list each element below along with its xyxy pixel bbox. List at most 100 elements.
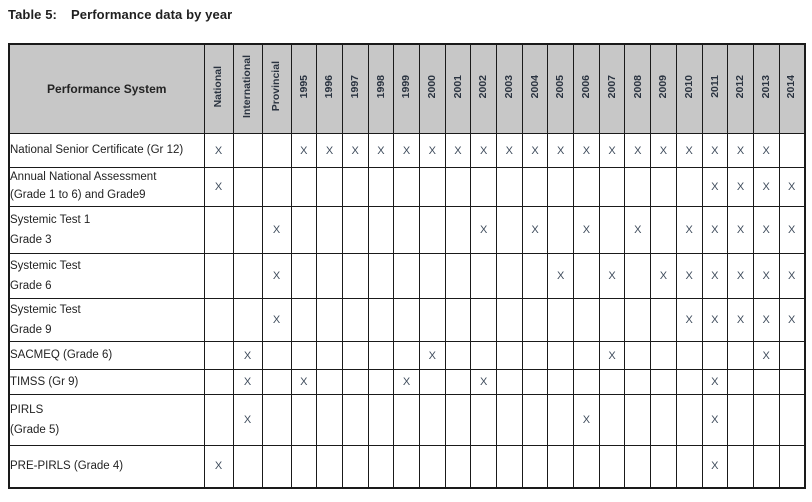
table-title-text: Performance data by year (70, 7, 233, 22)
empty-cell-2002 (470, 341, 497, 370)
row-label: SACMEQ (Grade 6) (8, 341, 205, 370)
empty-cell-2007 (598, 394, 626, 446)
empty-cell-2008 (624, 445, 652, 488)
mark-cell-2002: X (470, 206, 497, 254)
empty-cell-1995 (290, 445, 318, 488)
mark-cell-2007: X (598, 341, 626, 370)
mark-cell-2011: X (701, 298, 729, 342)
empty-cell-2001 (444, 298, 472, 342)
empty-cell-national (203, 253, 234, 299)
mark-cell-2002: X (470, 369, 497, 395)
mark-cell-2012: X (727, 298, 754, 342)
mark-cell-1998: X (367, 133, 395, 168)
mark-cell-2005: X (547, 253, 575, 299)
rotated-header-label: 1995 (297, 74, 310, 99)
table-body: National Senior Certificate (Gr 12) X X X X X… (8, 133, 806, 488)
mark-cell-2013: X (752, 298, 780, 342)
mark-cell-provincial: X (261, 253, 292, 299)
year-header-1998: 1998 (367, 43, 395, 134)
rotated-header-label: 2008 (631, 74, 644, 99)
empty-cell-2001 (444, 206, 472, 254)
row-label: Systemic Test Grade 6 (8, 253, 205, 299)
year-header-2007: 2007 (598, 43, 626, 134)
empty-cell-2004 (521, 253, 549, 299)
empty-cell-national (203, 298, 234, 342)
empty-cell-2014 (778, 445, 806, 488)
empty-cell-2003 (496, 394, 523, 446)
empty-cell-1999 (393, 167, 420, 207)
empty-cell-2010 (675, 445, 703, 488)
empty-cell-2006 (573, 341, 600, 370)
mark-cell-international: X (232, 341, 263, 370)
empty-cell-2005 (547, 445, 575, 488)
empty-cell-2008 (624, 253, 652, 299)
year-header-1995: 1995 (290, 43, 318, 134)
empty-cell-1999 (393, 394, 420, 446)
empty-cell-2005 (547, 394, 575, 446)
mark-cell-national: X (203, 133, 234, 168)
mark-cell-1997: X (341, 133, 369, 168)
mark-cell-national: X (203, 445, 234, 488)
mark-cell-2006: X (573, 394, 600, 446)
empty-cell-2012 (727, 445, 754, 488)
rotated-header-label: 2000 (426, 74, 439, 99)
empty-cell-2007 (598, 167, 626, 207)
empty-cell-2014 (778, 341, 806, 370)
year-header-2014: 2014 (778, 43, 806, 134)
rotated-header-label: 2014 (785, 74, 798, 99)
empty-cell-2009 (650, 341, 677, 370)
mark-cell-2000: X (418, 341, 446, 370)
empty-cell-2000 (418, 394, 446, 446)
table-title-prefix: Table 5: (8, 7, 57, 22)
empty-cell-provincial (261, 394, 292, 446)
empty-cell-international (232, 167, 263, 207)
mark-cell-2013: X (752, 341, 780, 370)
row-label: PIRLS (Grade 5) (8, 394, 205, 446)
empty-cell-2003 (496, 206, 523, 254)
empty-cell-international (232, 206, 263, 254)
empty-cell-1998 (367, 341, 395, 370)
empty-cell-2013 (752, 445, 780, 488)
empty-cell-1997 (341, 206, 369, 254)
row-label: Systemic Test Grade 9 (8, 298, 205, 342)
empty-cell-national (203, 206, 234, 254)
table-row: National Senior Certificate (Gr 12) X X X X X… (8, 133, 806, 168)
empty-cell-2009 (650, 167, 677, 207)
mark-cell-2014: X (778, 298, 806, 342)
empty-cell-2005 (547, 341, 575, 370)
empty-cell-2009 (650, 445, 677, 488)
mark-cell-2000: X (418, 133, 446, 168)
empty-cell-2004 (521, 167, 549, 207)
rotated-header-label: 2013 (759, 74, 772, 99)
empty-cell-2003 (496, 341, 523, 370)
empty-cell-1997 (341, 167, 369, 207)
empty-cell-1998 (367, 206, 395, 254)
rotated-header-label: 2001 (451, 74, 464, 99)
empty-cell-2006 (573, 253, 600, 299)
empty-cell-2004 (521, 394, 549, 446)
empty-cell-1995 (290, 167, 318, 207)
empty-cell-2008 (624, 298, 652, 342)
empty-cell-2009 (650, 394, 677, 446)
empty-cell-national (203, 394, 234, 446)
rotated-header-label: International (241, 54, 254, 118)
mark-cell-1995: X (290, 369, 318, 395)
category-header-international: International (232, 43, 263, 134)
empty-cell-2001 (444, 253, 472, 299)
empty-cell-2002 (470, 298, 497, 342)
year-header-1997: 1997 (341, 43, 369, 134)
empty-cell-2000 (418, 167, 446, 207)
mark-cell-2013: X (752, 253, 780, 299)
empty-cell-international (232, 253, 263, 299)
rotated-header-label: 2004 (528, 74, 541, 99)
empty-cell-2003 (496, 298, 523, 342)
mark-cell-2011: X (701, 167, 729, 207)
mark-cell-2011: X (701, 369, 729, 395)
empty-cell-2005 (547, 206, 575, 254)
empty-cell-2011 (701, 341, 729, 370)
mark-cell-2010: X (675, 206, 703, 254)
empty-cell-2006 (573, 369, 600, 395)
empty-cell-national (203, 369, 234, 395)
rotated-header-label: Provincial (270, 61, 283, 112)
empty-cell-2007 (598, 445, 626, 488)
